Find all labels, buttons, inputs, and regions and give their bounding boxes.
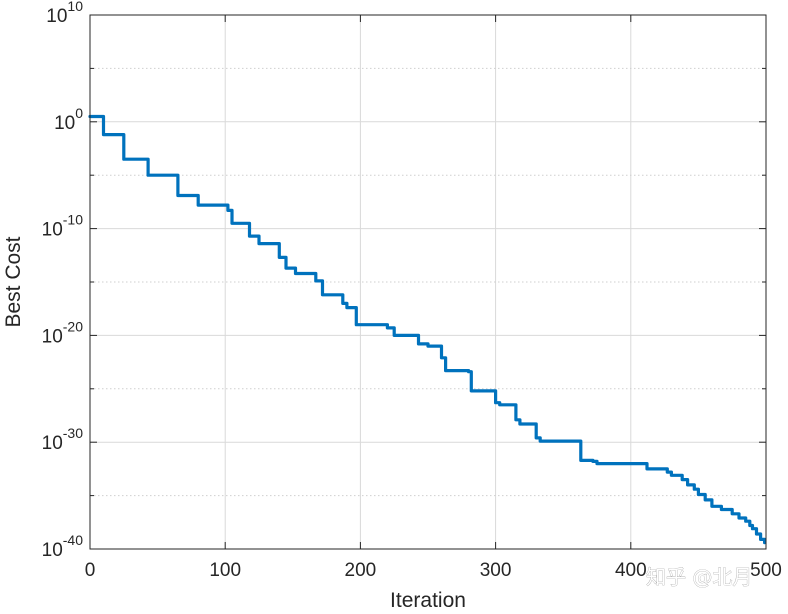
y-tick-power: -40 [63, 532, 83, 548]
x-tick-label: 400 [615, 560, 647, 581]
y-tick-label: 10-20 [42, 318, 84, 347]
y-tick-label: 100 [54, 105, 83, 134]
best-cost-line [88, 114, 767, 545]
y-tick-base: 10 [42, 220, 63, 241]
y-tick-power: 0 [75, 105, 83, 121]
y-tick-base: 10 [42, 433, 63, 454]
y-tick-base: 10 [46, 6, 67, 27]
y-tick-label: 10-40 [42, 532, 84, 561]
tick-marks [89, 14, 767, 550]
x-tick-label: 300 [480, 560, 512, 581]
watermark: 知乎 @北月 [646, 565, 752, 589]
y-tick-base: 10 [42, 326, 63, 347]
x-tick-label: 500 [750, 560, 782, 581]
y-tick-base: 10 [42, 540, 63, 561]
y-tick-power: -10 [63, 212, 83, 228]
y-tick-power: -30 [63, 425, 83, 441]
x-tick-labels: 0 100 200 300 400 500 [85, 560, 782, 581]
y-tick-base: 10 [54, 113, 75, 134]
y-tick-label: 1010 [46, 0, 83, 27]
y-tick-power: -20 [63, 318, 83, 334]
x-tick-label: 200 [345, 560, 377, 581]
x-tick-label: 100 [209, 560, 241, 581]
x-tick-label: 0 [85, 560, 96, 581]
x-axis-label: Iteration [390, 589, 466, 612]
y-axis-label: Best Cost [2, 236, 25, 327]
y-tick-power: 10 [67, 0, 83, 14]
y-tick-label: 10-30 [42, 425, 84, 454]
series-layer [88, 114, 767, 545]
y-tick-label: 10-10 [42, 212, 84, 241]
